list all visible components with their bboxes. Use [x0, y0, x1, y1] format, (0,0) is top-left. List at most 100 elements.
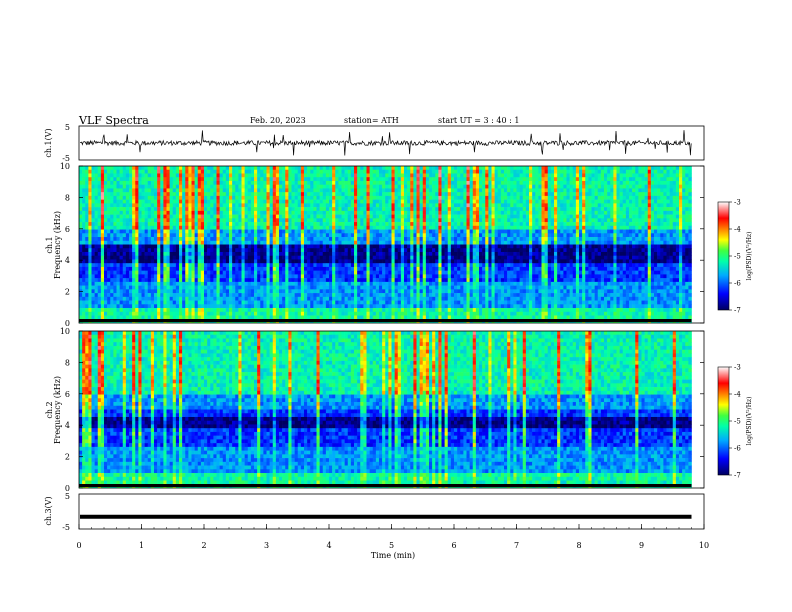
- spectrogram-cell: [107, 170, 110, 174]
- spectrogram-cell: [654, 181, 657, 185]
- spectrogram-cell: [135, 166, 138, 170]
- spectrogram-cell: [220, 185, 223, 189]
- spectrogram-cell: [267, 233, 270, 237]
- spectrogram-cell: [142, 226, 145, 230]
- spectrogram-cell: [504, 241, 507, 245]
- spectrogram-cell: [113, 177, 116, 181]
- spectrogram-cell: [501, 218, 504, 222]
- spectrogram-cell: [176, 192, 179, 196]
- spectrogram-cell: [554, 185, 557, 189]
- spectrogram-cell: [635, 192, 638, 196]
- spectrogram-cell: [535, 237, 538, 241]
- spectrogram-cell: [432, 248, 435, 252]
- spectrogram-cell: [173, 211, 176, 215]
- spectrogram-cell: [504, 170, 507, 174]
- spectrogram-cell: [432, 245, 435, 249]
- spectrogram-cell: [292, 181, 295, 185]
- spectrogram-cell: [229, 241, 232, 245]
- spectrogram-cell: [635, 170, 638, 174]
- spectrogram-cell: [398, 170, 401, 174]
- spectrogram-cell: [338, 218, 341, 222]
- spectrogram-cell: [645, 181, 648, 185]
- spectrogram-cell: [295, 211, 298, 215]
- spectrogram-cell: [270, 222, 273, 226]
- spectrogram-cell: [517, 200, 520, 204]
- spectrogram-cell: [532, 200, 535, 204]
- spectrogram-cell: [388, 211, 391, 215]
- spectrogram-cell: [373, 226, 376, 230]
- spectrogram-cell: [420, 222, 423, 226]
- spectrogram-cell: [176, 218, 179, 222]
- spectrogram-cell: [301, 170, 304, 174]
- spectrogram-cell: [567, 200, 570, 204]
- spectrogram-cell: [98, 200, 101, 204]
- spectrogram-cell: [138, 185, 141, 189]
- spectrogram-cell: [313, 200, 316, 204]
- spectrogram-cell: [304, 211, 307, 215]
- spectrogram-cell: [482, 185, 485, 189]
- spectrogram-cell: [348, 218, 351, 222]
- spectrogram-cell: [117, 170, 120, 174]
- spectrogram-cell: [682, 177, 685, 181]
- spectrogram-cell: [463, 248, 466, 252]
- spectrogram-cell: [485, 233, 488, 237]
- spectrogram-cell: [79, 166, 82, 170]
- spectrogram-cell: [445, 170, 448, 174]
- spectrogram-cell: [401, 188, 404, 192]
- spectrogram-cell: [607, 218, 610, 222]
- spectrogram-cell: [617, 177, 620, 181]
- spectrogram-cell: [579, 192, 582, 196]
- spectrogram-cell: [435, 200, 438, 204]
- spectrogram-cell: [160, 166, 163, 170]
- spectrogram-cell: [679, 237, 682, 241]
- spectrogram-cell: [457, 226, 460, 230]
- spectrogram-cell: [304, 241, 307, 245]
- spectrogram-cell: [563, 233, 566, 237]
- spectrogram-cell: [279, 192, 282, 196]
- spectrogram-cell: [504, 233, 507, 237]
- spectrogram-cell: [585, 237, 588, 241]
- spectrogram-cell: [579, 203, 582, 207]
- spectrogram-cell: [679, 196, 682, 200]
- spectrogram-cell: [607, 196, 610, 200]
- spectrogram-cell: [510, 177, 513, 181]
- spectrogram-cell: [110, 207, 113, 211]
- spectrogram-cell: [629, 173, 632, 177]
- spectrogram-cell: [185, 211, 188, 215]
- spectrogram-cell: [401, 203, 404, 207]
- spectrogram-cell: [279, 241, 282, 245]
- spectrogram-cell: [420, 177, 423, 181]
- spectrogram-cell: [238, 185, 241, 189]
- spectrogram-cell: [351, 237, 354, 241]
- spectrogram-cell: [488, 245, 491, 249]
- spectrogram-cell: [267, 203, 270, 207]
- spectrogram-cell: [154, 237, 157, 241]
- spectrogram-cell: [645, 166, 648, 170]
- spectrogram-cell: [326, 192, 329, 196]
- spectrogram-cell: [248, 230, 251, 234]
- spectrogram-cell: [638, 170, 641, 174]
- spectrogram-cell: [120, 237, 123, 241]
- spectrogram-cell: [535, 226, 538, 230]
- spectrogram-cell: [173, 215, 176, 219]
- spectrogram-cell: [660, 233, 663, 237]
- spectrogram-cell: [657, 196, 660, 200]
- spectrogram-cell: [529, 215, 532, 219]
- spectrogram-cell: [360, 185, 363, 189]
- spectrogram-cell: [201, 248, 204, 252]
- spectrogram-cell: [292, 177, 295, 181]
- spectrogram-cell: [357, 230, 360, 234]
- spectrogram-cell: [295, 241, 298, 245]
- spectrogram-cell: [298, 166, 301, 170]
- spectrogram-cell: [435, 245, 438, 249]
- spectrogram-cell: [129, 233, 132, 237]
- spectrogram-cell: [417, 177, 420, 181]
- spectrogram-cell: [629, 200, 632, 204]
- spectrogram-cell: [632, 211, 635, 215]
- spectrogram-cell: [229, 230, 232, 234]
- spectrogram-cell: [282, 188, 285, 192]
- spectrogram-cell: [226, 177, 229, 181]
- spectrogram-cell: [632, 207, 635, 211]
- spectrogram-cell: [192, 222, 195, 226]
- spectrogram-cell: [601, 215, 604, 219]
